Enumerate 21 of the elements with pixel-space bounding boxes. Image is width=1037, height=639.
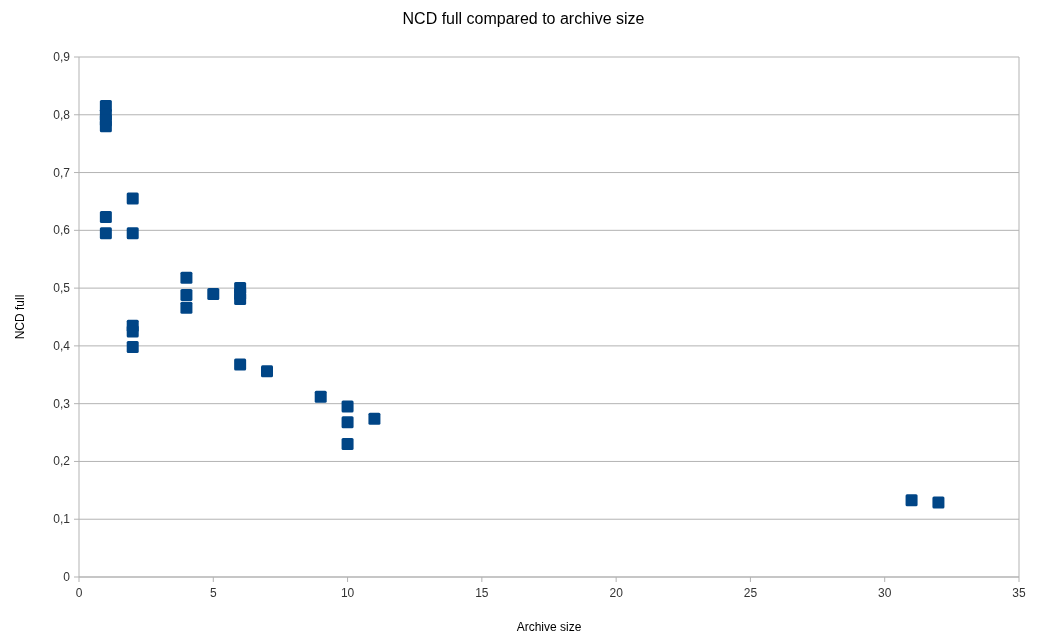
y-axis-title: NCD full — [13, 294, 27, 340]
x-tick-label: 30 — [878, 586, 892, 600]
y-tick-label: 0,3 — [53, 396, 71, 411]
y-tick-label: 0 — [63, 570, 71, 584]
x-tick-label: 5 — [209, 586, 217, 600]
y-tick-label: 0,5 — [53, 281, 71, 296]
x-tick-label: 20 — [609, 586, 624, 600]
x-axis-title: Archive size — [516, 620, 582, 634]
y-tick-label: 0,4 — [53, 338, 71, 353]
y-tick-label: 0,8 — [53, 107, 71, 122]
chart-title: NCD full compared to archive size — [402, 10, 645, 27]
y-tick-label: 0,9 — [53, 50, 71, 64]
y-tick-label: 0,1 — [53, 512, 71, 527]
y-tick-label: 0,6 — [53, 223, 71, 238]
x-tick-label: 10 — [340, 586, 355, 600]
x-tick-label: 15 — [475, 586, 489, 600]
y-tick-label: 0,7 — [53, 165, 71, 180]
x-tick-label: 35 — [1012, 586, 1026, 600]
y-tick-label: 0,2 — [53, 454, 71, 469]
x-tick-label: 25 — [743, 586, 758, 600]
x-tick-label: 0 — [75, 586, 83, 600]
